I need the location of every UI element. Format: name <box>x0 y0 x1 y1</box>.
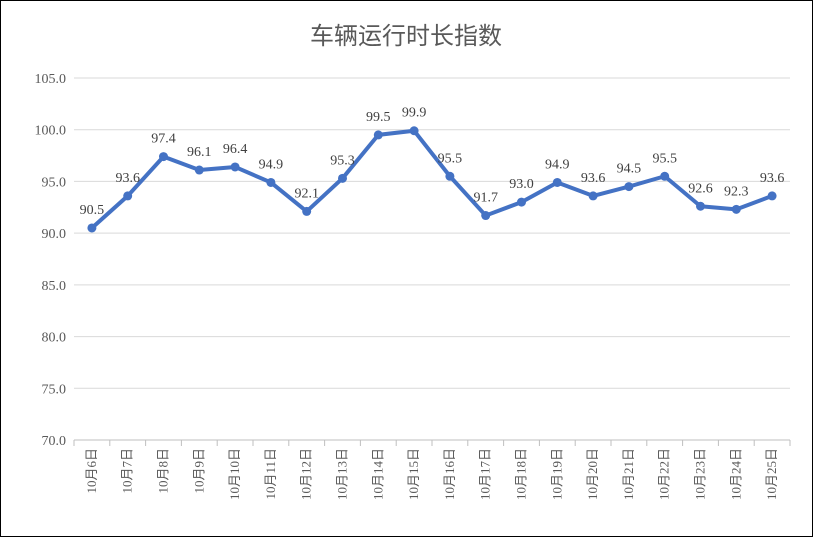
x-tick-label: 10月7日 <box>120 448 135 494</box>
y-tick-label: 100.0 <box>35 124 67 139</box>
data-label: 97.4 <box>151 132 176 147</box>
x-tick-label: 10月18日 <box>514 448 529 500</box>
x-tick-label: 10月21日 <box>621 448 636 500</box>
data-point <box>624 182 634 192</box>
data-label: 95.5 <box>438 151 463 166</box>
y-tick-label: 75.0 <box>42 382 67 397</box>
data-label: 99.9 <box>402 106 427 121</box>
data-label: 96.1 <box>187 145 212 160</box>
x-tick-label: 10月6日 <box>84 448 99 494</box>
data-point <box>731 204 741 214</box>
x-tick-label: 10月19日 <box>549 448 564 500</box>
data-point <box>767 191 777 201</box>
data-point <box>588 191 598 201</box>
data-point <box>230 162 240 172</box>
data-label: 94.5 <box>617 162 642 177</box>
data-point <box>302 206 312 216</box>
data-label: 96.4 <box>223 142 248 157</box>
x-tick-label: 10月10日 <box>227 448 242 500</box>
y-axis: 70.0 75.0 80.0 85.0 90.0 95.0 100.0 105.0 <box>35 72 67 449</box>
data-label: 95.3 <box>330 153 355 168</box>
x-tick-label: 10月23日 <box>693 448 708 500</box>
y-tick-label: 105.0 <box>35 72 67 87</box>
y-tick-label: 80.0 <box>42 331 67 346</box>
data-label: 93.6 <box>581 171 606 186</box>
x-tick-label: 10月15日 <box>406 448 421 500</box>
data-point <box>660 171 670 181</box>
data-label: 95.5 <box>652 151 677 166</box>
data-point <box>409 126 419 136</box>
x-tick-label: 10月22日 <box>657 448 672 500</box>
data-label: 94.9 <box>545 157 570 172</box>
x-tick-label: 10月13日 <box>335 448 350 500</box>
data-point <box>123 191 133 201</box>
data-point <box>266 177 276 187</box>
x-tick-label: 10月20日 <box>585 448 600 500</box>
data-point <box>696 201 705 211</box>
data-label: 99.5 <box>366 110 391 125</box>
x-tick-label: 10月14日 <box>370 448 385 500</box>
x-tick-label: 10月17日 <box>478 448 493 500</box>
data-label: 94.9 <box>259 157 284 172</box>
x-axis: 10月6日 10月7日 10月8日 10月9日 10月10日 10月11日 10月12日 10… <box>73 439 791 500</box>
x-tick-label: 10月25日 <box>764 448 779 500</box>
data-label: 90.5 <box>80 203 105 218</box>
data-point <box>517 197 526 207</box>
data-label: 92.3 <box>724 184 749 199</box>
data-label: 93.0 <box>509 177 534 192</box>
x-tick-label: 10月24日 <box>728 448 743 500</box>
y-tick-label: 90.0 <box>42 227 67 242</box>
chart-title: 车辆运行时长指数 <box>310 22 502 50</box>
data-point <box>552 177 562 187</box>
gridlines <box>74 77 790 389</box>
x-tick-label: 10月16日 <box>442 448 457 500</box>
y-tick-label: 70.0 <box>42 434 67 449</box>
y-tick-label: 95.0 <box>42 175 67 190</box>
x-tick-label: 10月11日 <box>263 448 278 500</box>
data-labels: 90.5 93.6 97.4 96.1 96.4 94.9 92.1 95.3 99.5 99.9… <box>80 106 785 218</box>
data-point <box>87 223 97 233</box>
data-point <box>445 171 455 181</box>
data-point <box>338 173 347 183</box>
data-label: 91.7 <box>473 191 498 206</box>
y-tick-label: 85.0 <box>42 279 67 294</box>
data-point <box>159 152 168 162</box>
data-label: 93.6 <box>115 171 140 186</box>
data-point <box>194 165 204 175</box>
data-label: 92.1 <box>294 186 319 201</box>
series-area <box>87 126 777 233</box>
x-tick-label: 10月9日 <box>191 448 206 494</box>
series-line <box>89 128 775 230</box>
data-point <box>373 130 383 140</box>
data-label: 92.6 <box>688 181 713 196</box>
data-point <box>481 211 491 221</box>
x-tick-label: 10月8日 <box>156 448 171 494</box>
data-label: 93.6 <box>760 171 785 186</box>
x-tick-label: 10月12日 <box>299 448 314 500</box>
